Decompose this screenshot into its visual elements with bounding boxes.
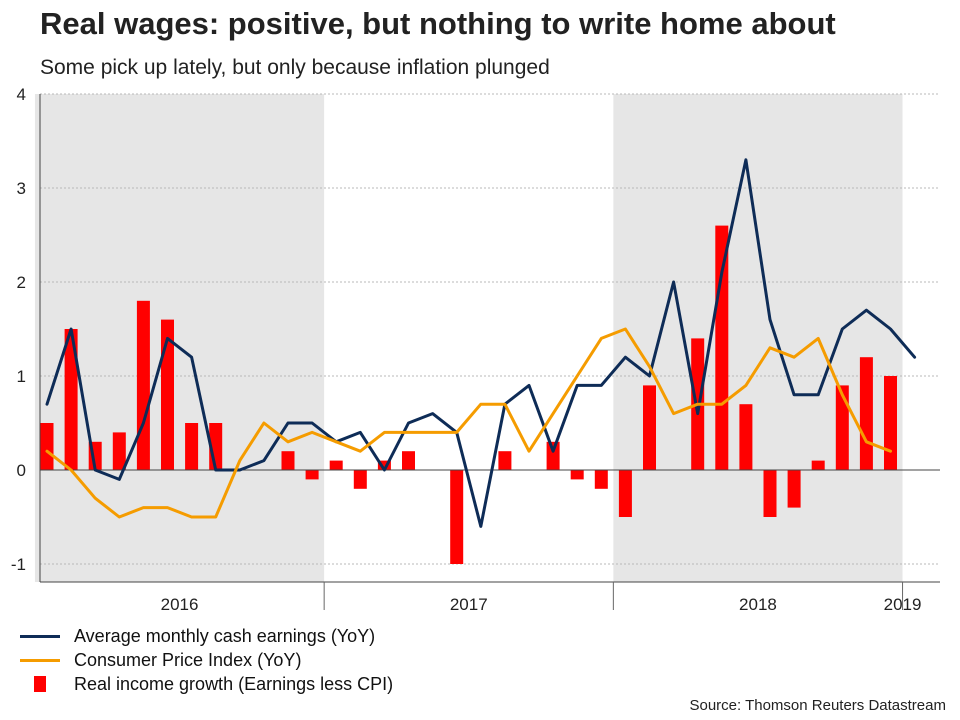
legend-item-earnings: Average monthly cash earnings (YoY) bbox=[20, 624, 393, 648]
legend-item-cpi: Consumer Price Index (YoY) bbox=[20, 648, 393, 672]
bar-real-income bbox=[811, 460, 825, 470]
bar-real-income bbox=[715, 225, 729, 470]
y-tick-label: 4 bbox=[17, 85, 26, 104]
bar-real-income bbox=[353, 470, 367, 489]
bar-real-income bbox=[402, 451, 415, 470]
legend-swatch-cpi bbox=[20, 658, 60, 662]
bar-real-income bbox=[450, 470, 464, 564]
legend-label-real-income: Real income growth (Earnings less CPI) bbox=[74, 673, 394, 694]
line-cpi bbox=[45, 327, 892, 519]
legend-swatch-real-income bbox=[34, 676, 46, 692]
y-tick-label: 1 bbox=[17, 367, 26, 386]
bar-real-income bbox=[594, 470, 608, 489]
chart-subtitle: Some pick up lately, but only because in… bbox=[40, 56, 550, 79]
bar-real-income bbox=[618, 470, 632, 517]
x-tick-label: 2018 bbox=[739, 595, 777, 614]
bar-real-income bbox=[112, 432, 126, 470]
bar-real-income bbox=[763, 470, 777, 517]
bar-real-income bbox=[136, 300, 150, 470]
bar-real-income bbox=[643, 385, 656, 470]
y-tick-label: -1 bbox=[11, 555, 26, 574]
source-note: Source: Thomson Reuters Datastream bbox=[689, 697, 946, 714]
bar-real-income bbox=[787, 470, 801, 508]
bar-real-income bbox=[377, 460, 391, 470]
bar-real-income bbox=[305, 470, 319, 480]
chart-title: Real wages: positive, but nothing to wri… bbox=[40, 6, 836, 41]
bar-real-income bbox=[64, 329, 78, 470]
bar-real-income bbox=[739, 404, 753, 470]
bar-real-income bbox=[161, 319, 174, 470]
bar-real-income bbox=[185, 423, 199, 470]
bar-real-income bbox=[281, 451, 295, 470]
bar-real-income bbox=[570, 470, 584, 480]
line-earnings bbox=[45, 158, 917, 528]
y-tick-label: 0 bbox=[17, 461, 26, 480]
bar-real-income bbox=[859, 357, 873, 470]
y-tick-label: 3 bbox=[17, 179, 26, 198]
bar-real-income bbox=[498, 451, 512, 470]
legend-item-real-income: Real income growth (Earnings less CPI) bbox=[20, 672, 393, 696]
x-tick-label: 2016 bbox=[161, 595, 199, 614]
legend: Average monthly cash earnings (YoY) Cons… bbox=[20, 624, 393, 696]
shaded-band-0 bbox=[34, 94, 325, 582]
legend-label-cpi: Consumer Price Index (YoY) bbox=[74, 649, 302, 670]
x-tick-label: 2017 bbox=[450, 595, 488, 614]
bar-real-income bbox=[40, 423, 54, 470]
bar-real-income bbox=[546, 441, 560, 470]
bar-real-income bbox=[329, 460, 343, 470]
legend-label-earnings: Average monthly cash earnings (YoY) bbox=[74, 625, 376, 646]
y-tick-label: 2 bbox=[17, 273, 26, 292]
bar-real-income bbox=[835, 385, 849, 470]
x-tick-label: 2019 bbox=[884, 595, 922, 614]
bar-real-income bbox=[884, 376, 897, 470]
shaded-band-1 bbox=[613, 94, 903, 582]
legend-swatch-earnings bbox=[20, 634, 60, 638]
